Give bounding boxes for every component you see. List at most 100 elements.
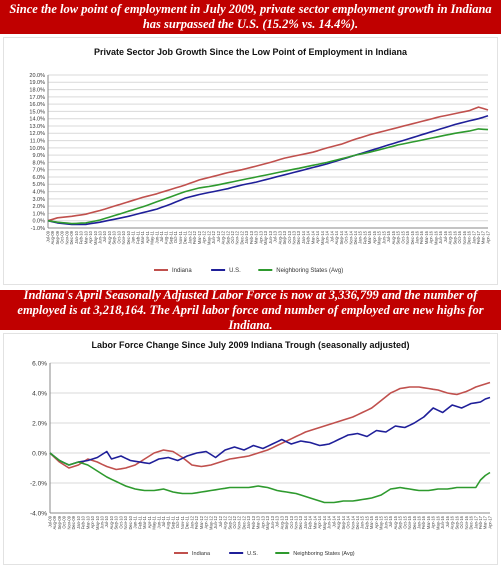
- x-tick-label: Jul-16: [445, 515, 450, 527]
- y-tick-label: 9.0%: [32, 153, 45, 159]
- x-tick-label: Feb-12: [194, 515, 199, 529]
- x-tick-label: May-10: [93, 230, 98, 245]
- x-tick-label: Oct-15: [400, 230, 405, 243]
- x-tick-label: Sep-15: [398, 515, 403, 529]
- legend-label: Indiana: [192, 551, 211, 557]
- x-tick-label: Jan-14: [303, 515, 308, 528]
- x-tick-label: Jul-16: [443, 230, 448, 242]
- legend-label: U.S.: [229, 268, 241, 274]
- legend-label: Neighboring States (Avg): [276, 268, 343, 274]
- x-tick-label: Jul-12: [216, 230, 221, 242]
- x-tick-label: Oct-10: [118, 515, 123, 528]
- x-tick-label: Nov-10: [121, 230, 126, 244]
- x-tick-label: Sep-12: [225, 230, 230, 244]
- legend: Indiana U.S. Neighboring States (Avg): [154, 268, 343, 274]
- series-line-neighboring: [47, 128, 489, 225]
- y-tick-label: 11.0%: [30, 138, 45, 144]
- headline-text-middle: Indiana's April Seasonally Adjusted Labo…: [17, 287, 484, 332]
- x-tick-label: Dec-14: [353, 230, 358, 244]
- series-line-neighboring: [49, 452, 491, 504]
- x-tick-label: Jun-13: [268, 230, 273, 243]
- x-tick-label: Jun-14: [327, 515, 332, 528]
- x-tick-label: Apr-14: [315, 230, 320, 243]
- x-tick-label: Apr-15: [374, 515, 379, 528]
- x-tick-label: Nov-11: [178, 230, 183, 244]
- x-tick-label: Nov-09: [66, 515, 71, 529]
- x-tick-label: Sep-14: [341, 515, 346, 529]
- x-tick-label: Dec-10: [128, 515, 133, 529]
- chart-title: Private Sector Job Growth Since the Low …: [93, 47, 408, 57]
- x-tick-label: Mar-12: [199, 515, 204, 529]
- x-tick-label: Apr-12: [202, 230, 207, 243]
- x-tick-label: May-10: [95, 515, 100, 530]
- x-tick-label: Jan-13: [244, 230, 249, 243]
- x-tick-label: Aug-14: [336, 515, 341, 529]
- x-tick-label: Jan-17: [471, 230, 476, 243]
- x-tick-label: Jun-14: [325, 230, 330, 243]
- x-tick-label: Jun-11: [156, 515, 161, 528]
- x-tick-label: Mar-14: [312, 515, 317, 529]
- x-tick-label: Sep-14: [339, 230, 344, 244]
- x-tick-label: Jan-16: [415, 230, 420, 243]
- x-tick-label: Feb-17: [478, 515, 483, 529]
- x-tick-label: Aug-13: [279, 515, 284, 529]
- x-tick-label: Aug-09: [52, 515, 57, 529]
- x-tick-label: Jan-15: [358, 230, 363, 243]
- x-tick-label: Jan-13: [246, 515, 251, 528]
- y-tick-label: 17.0%: [29, 95, 45, 101]
- y-tick-label: -1.0%: [31, 226, 45, 232]
- x-tick-label: Oct-15: [402, 515, 407, 528]
- x-tick-label: Jan-10: [74, 230, 79, 243]
- x-tick-label: Jun-11: [154, 230, 159, 243]
- x-tick-label: Nov-14: [350, 515, 355, 529]
- chart-title: Labor Force Change Since July 2009 India…: [91, 340, 410, 350]
- x-tick-label: Jan-11: [133, 515, 138, 528]
- y-tick-label: 3.0%: [32, 197, 45, 203]
- legend: Indiana U.S. Neighboring States (Avg): [174, 551, 355, 557]
- x-tick-label: Oct-11: [175, 515, 180, 528]
- x-tick-label: Feb-12: [192, 230, 197, 244]
- x-tick-label: Mar-14: [310, 230, 315, 244]
- x-tick-label: Aug-13: [277, 230, 282, 244]
- x-tick-label: Feb-10: [79, 230, 84, 244]
- x-tick-label: Jan-17: [473, 515, 478, 528]
- x-tick-label: May-15: [379, 515, 384, 530]
- y-tick-label: 12.0%: [29, 131, 45, 137]
- x-tick-label: May-13: [263, 230, 268, 245]
- x-tick-label: Nov-13: [291, 230, 296, 244]
- series-line-us: [49, 396, 491, 466]
- x-tick-label: Aug-11: [166, 515, 171, 529]
- x-tick-label: Sep-11: [168, 230, 173, 244]
- x-tick-label: Jan-16: [417, 515, 422, 528]
- y-tick-label: 13.0%: [29, 124, 45, 130]
- x-tick-label: Jul-14: [329, 230, 334, 242]
- x-tick-label: Oct-14: [346, 515, 351, 528]
- x-tick-label: Apr-13: [260, 515, 265, 528]
- x-tick-label: Sep-09: [57, 515, 62, 529]
- x-tick-label: Dec-14: [355, 515, 360, 529]
- x-tick-label: May-11: [152, 515, 157, 529]
- y-tick-label: 6.0%: [32, 360, 47, 367]
- x-tick-label: Oct-10: [116, 230, 121, 243]
- series-line-indiana: [47, 106, 489, 222]
- legend-label: Indiana: [172, 268, 192, 274]
- x-tick-label: Mar-13: [254, 230, 259, 244]
- x-tick-label: Feb-15: [362, 230, 367, 244]
- series-line-indiana: [49, 381, 491, 471]
- y-tick-label: 15.0%: [29, 109, 45, 115]
- x-tick-label: Nov-12: [237, 515, 242, 529]
- x-tick-label: Aug-12: [223, 515, 228, 529]
- x-tick-label: Oct-09: [60, 230, 65, 243]
- x-tick-label: Dec-12: [239, 230, 244, 244]
- x-tick-label: Aug-16: [448, 230, 453, 244]
- x-tick-label: Dec-12: [241, 515, 246, 529]
- x-tick-label: Dec-16: [469, 515, 474, 529]
- x-tick-label: Sep-10: [112, 230, 117, 244]
- x-tick-label: Apr-11: [147, 515, 152, 528]
- series-line-us: [47, 115, 489, 226]
- x-tick-label: Mar-10: [85, 515, 90, 529]
- x-tick-label: Oct-14: [344, 230, 349, 243]
- x-tick-label: Oct-13: [287, 230, 292, 243]
- x-tick-label: Apr-16: [429, 230, 434, 243]
- x-tick-label: Jul-12: [218, 515, 223, 527]
